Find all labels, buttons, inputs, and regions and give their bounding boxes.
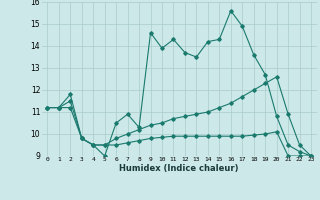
X-axis label: Humidex (Indice chaleur): Humidex (Indice chaleur) bbox=[119, 164, 239, 173]
